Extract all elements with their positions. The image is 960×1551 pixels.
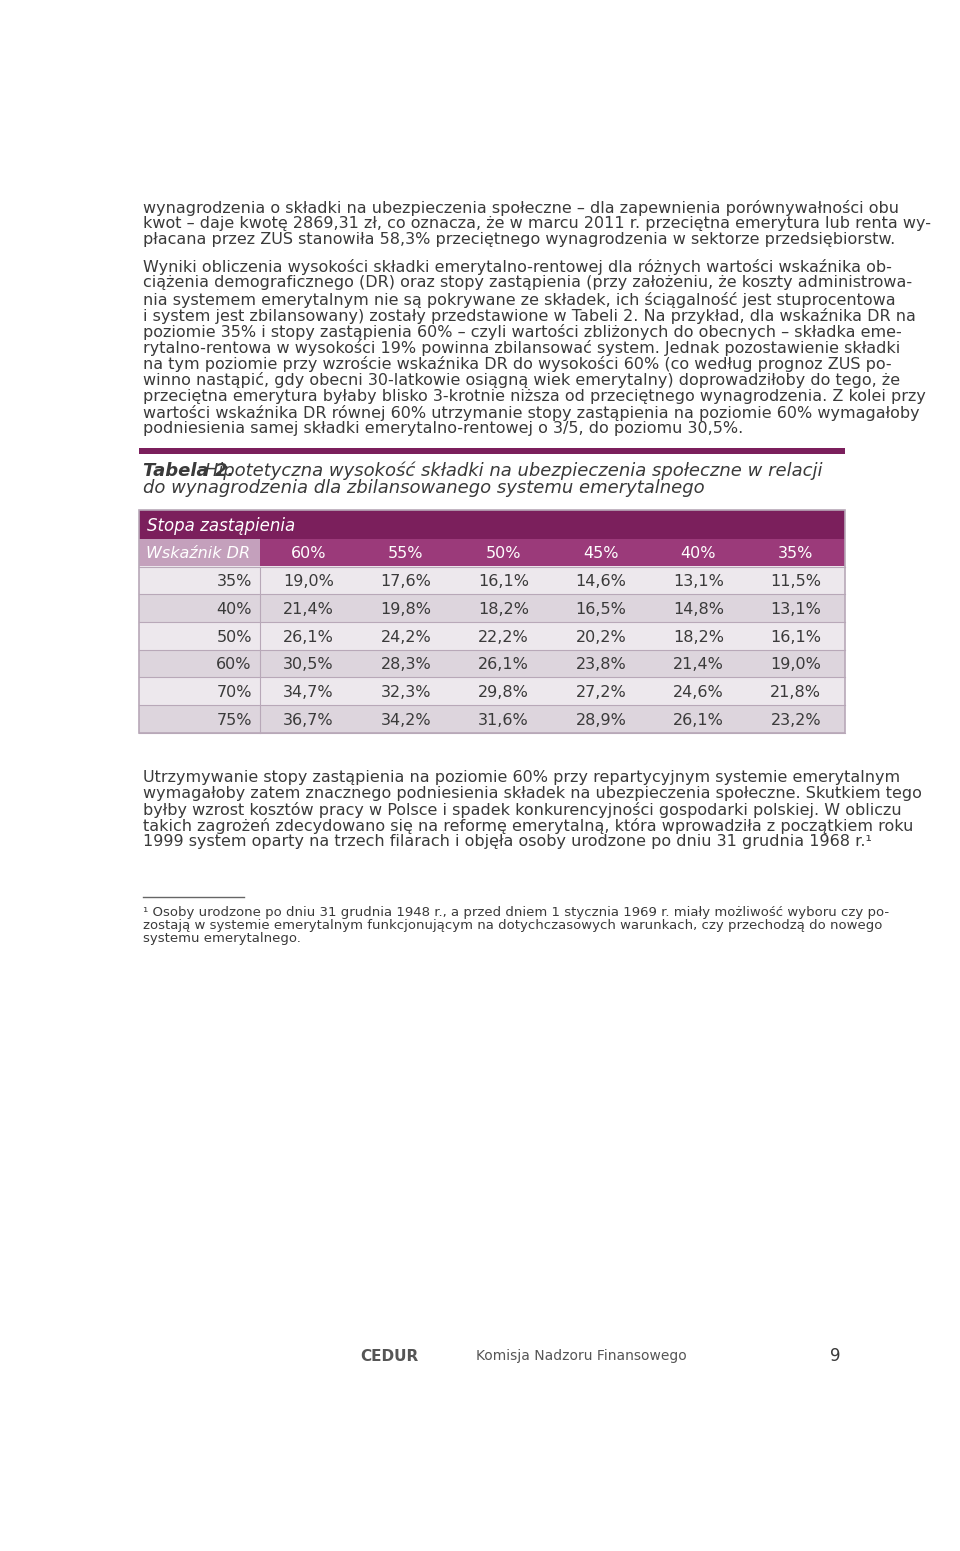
Text: rytalno-rentowa w wysokości 19% powinna zbilansować system. Jednak pozostawienie: rytalno-rentowa w wysokości 19% powinna … [143, 340, 900, 357]
Text: 28,9%: 28,9% [575, 713, 626, 727]
Text: 18,2%: 18,2% [673, 630, 724, 645]
Text: Wskaźnik DR: Wskaźnik DR [146, 546, 250, 561]
Text: podniesienia samej składki emerytalno-rentowej o 3/5, do poziomu 30,5%.: podniesienia samej składki emerytalno-re… [143, 420, 743, 436]
Bar [139, 678, 845, 706]
Text: Tabela 2.: Tabela 2. [143, 462, 234, 479]
Text: systemu emerytalnego.: systemu emerytalnego. [143, 932, 301, 945]
Text: 23,2%: 23,2% [771, 713, 821, 727]
Text: 30,5%: 30,5% [283, 658, 333, 673]
Bar [139, 706, 845, 732]
Text: byłby wzrost kosztów pracy w Polsce i spadek konkurencyjności gospodarki polskie: byłby wzrost kosztów pracy w Polsce i sp… [143, 802, 901, 817]
Text: 32,3%: 32,3% [380, 686, 431, 700]
Text: na tym poziomie przy wzroście wskaźnika DR do wysokości 60% (co według prognoz Z: na tym poziomie przy wzroście wskaźnika … [143, 357, 892, 372]
Text: i system jest zbilansowany) zostały przedstawione w Tabeli 2. Na przykład, dla w: i system jest zbilansowany) zostały prze… [143, 307, 916, 324]
Text: 21,4%: 21,4% [283, 602, 334, 617]
Text: 14,6%: 14,6% [575, 574, 626, 589]
Text: 45%: 45% [583, 546, 618, 561]
Text: 35%: 35% [216, 574, 252, 589]
Text: 26,1%: 26,1% [283, 630, 334, 645]
Bar [139, 510, 845, 732]
Text: 34,2%: 34,2% [380, 713, 431, 727]
Text: 13,1%: 13,1% [771, 602, 822, 617]
Text: 9: 9 [830, 1348, 841, 1365]
Text: Komisja Nadzoru Finansowego: Komisja Nadzoru Finansowego [476, 1349, 687, 1363]
Bar [747, 538, 845, 566]
Bar [552, 538, 650, 566]
Text: 19,0%: 19,0% [771, 658, 822, 673]
Text: poziomie 35% i stopy zastąpienia 60% – czyli wartości zbliżonych do obecnych – s: poziomie 35% i stopy zastąpienia 60% – c… [143, 324, 902, 340]
Text: 16,1%: 16,1% [770, 630, 822, 645]
Text: 14,8%: 14,8% [673, 602, 724, 617]
Text: 19,8%: 19,8% [380, 602, 431, 617]
Bar [139, 622, 845, 650]
Text: 17,6%: 17,6% [380, 574, 431, 589]
Text: 75%: 75% [216, 713, 252, 727]
Text: 13,1%: 13,1% [673, 574, 724, 589]
Text: płacana przez ZUS stanowiła 58,3% przeciętnego wynagrodzenia w sektorze przedsię: płacana przez ZUS stanowiła 58,3% przeci… [143, 233, 896, 247]
Bar [139, 510, 845, 538]
Text: 50%: 50% [486, 546, 521, 561]
Text: wynagrodzenia o składki na ubezpieczenia społeczne – dla zapewnienia porównywałn: wynagrodzenia o składki na ubezpieczenia… [143, 200, 900, 216]
Bar [139, 594, 845, 622]
Text: ¹ Osoby urodzone po dniu 31 grudnia 1948 r., a przed dniem 1 stycznia 1969 r. mi: ¹ Osoby urodzone po dniu 31 grudnia 1948… [143, 906, 889, 920]
Bar [650, 538, 747, 566]
Bar [259, 538, 357, 566]
Text: 70%: 70% [216, 686, 252, 700]
Text: Stopa zastąpienia: Stopa zastąpienia [147, 516, 296, 535]
Text: 24,6%: 24,6% [673, 686, 724, 700]
Text: Utrzymywanie stopy zastąpienia na poziomie 60% przy repartycyjnym systemie emery: Utrzymywanie stopy zastąpienia na poziom… [143, 769, 900, 785]
Text: kwot – daje kwotę 2869,31 zł, co oznacza, że w marcu 2011 r. przeciętna emerytur: kwot – daje kwotę 2869,31 zł, co oznacza… [143, 216, 931, 231]
Bar [454, 538, 552, 566]
Text: 1999 system oparty na trzech filarach i objęła osoby urodzone po dniu 31 grudnia: 1999 system oparty na trzech filarach i … [143, 834, 872, 850]
Text: 36,7%: 36,7% [283, 713, 333, 727]
Text: 18,2%: 18,2% [478, 602, 529, 617]
Text: CEDUR: CEDUR [360, 1349, 419, 1363]
Text: do wynagrodzenia dla zbilansowanego systemu emerytalnego: do wynagrodzenia dla zbilansowanego syst… [143, 479, 705, 496]
Text: Wyniki obliczenia wysokości składki emerytalno-rentowej dla różnych wartości wsk: Wyniki obliczenia wysokości składki emer… [143, 259, 892, 275]
Text: winno nastąpić, gdy obecni 30-latkowie osiągną wiek emerytalny) doprowadziłoby d: winno nastąpić, gdy obecni 30-latkowie o… [143, 372, 900, 388]
Bar [139, 448, 845, 454]
Text: zostają w systemie emerytalnym funkcjonującym na dotychczasowych warunkach, czy : zostają w systemie emerytalnym funkcjonu… [143, 920, 882, 932]
Text: 34,7%: 34,7% [283, 686, 333, 700]
Text: 60%: 60% [291, 546, 326, 561]
Text: 16,5%: 16,5% [575, 602, 626, 617]
Text: 55%: 55% [388, 546, 423, 561]
Text: takich zagrożeń zdecydowano się na reformę emerytalną, która wprowadziła z począ: takich zagrożeń zdecydowano się na refor… [143, 819, 914, 834]
Text: 26,1%: 26,1% [478, 658, 529, 673]
Bar [139, 566, 845, 594]
Text: Hipotetyczna wysokość składki na ubezpieczenia społeczne w relacji: Hipotetyczna wysokość składki na ubezpie… [199, 462, 823, 481]
Text: nia systemem emerytalnym nie są pokrywane ze składek, ich ściągalność jest stupr: nia systemem emerytalnym nie są pokrywan… [143, 292, 896, 307]
Text: 22,2%: 22,2% [478, 630, 529, 645]
Text: 11,5%: 11,5% [770, 574, 822, 589]
Text: 40%: 40% [681, 546, 716, 561]
Text: 23,8%: 23,8% [575, 658, 626, 673]
Text: 40%: 40% [216, 602, 252, 617]
Text: 20,2%: 20,2% [575, 630, 626, 645]
Text: przeciętna emerytura byłaby blisko 3-krotnie niższa od przeciętnego wynagrodzeni: przeciętna emerytura byłaby blisko 3-kro… [143, 389, 926, 403]
Text: 19,0%: 19,0% [283, 574, 334, 589]
Text: 50%: 50% [216, 630, 252, 645]
Text: 31,6%: 31,6% [478, 713, 529, 727]
Text: 26,1%: 26,1% [673, 713, 724, 727]
Text: 60%: 60% [216, 658, 252, 673]
Text: 27,2%: 27,2% [575, 686, 626, 700]
Text: wartości wskaźnika DR równej 60% utrzymanie stopy zastąpienia na poziomie 60% wy: wartości wskaźnika DR równej 60% utrzyma… [143, 405, 920, 420]
Text: 21,8%: 21,8% [770, 686, 822, 700]
Text: 16,1%: 16,1% [478, 574, 529, 589]
Bar [139, 538, 259, 566]
Text: ciążenia demograficznego (DR) oraz stopy zastąpienia (przy założeniu, że koszty : ciążenia demograficznego (DR) oraz stopy… [143, 276, 912, 290]
Bar [139, 650, 845, 678]
Text: wymagałoby zatem znacznego podniesienia składek na ubezpieczenia społeczne. Skut: wymagałoby zatem znacznego podniesienia … [143, 786, 923, 800]
Text: 29,8%: 29,8% [478, 686, 529, 700]
Text: 28,3%: 28,3% [380, 658, 431, 673]
Text: 35%: 35% [779, 546, 813, 561]
Bar [357, 538, 454, 566]
Text: 21,4%: 21,4% [673, 658, 724, 673]
Text: 24,2%: 24,2% [380, 630, 431, 645]
